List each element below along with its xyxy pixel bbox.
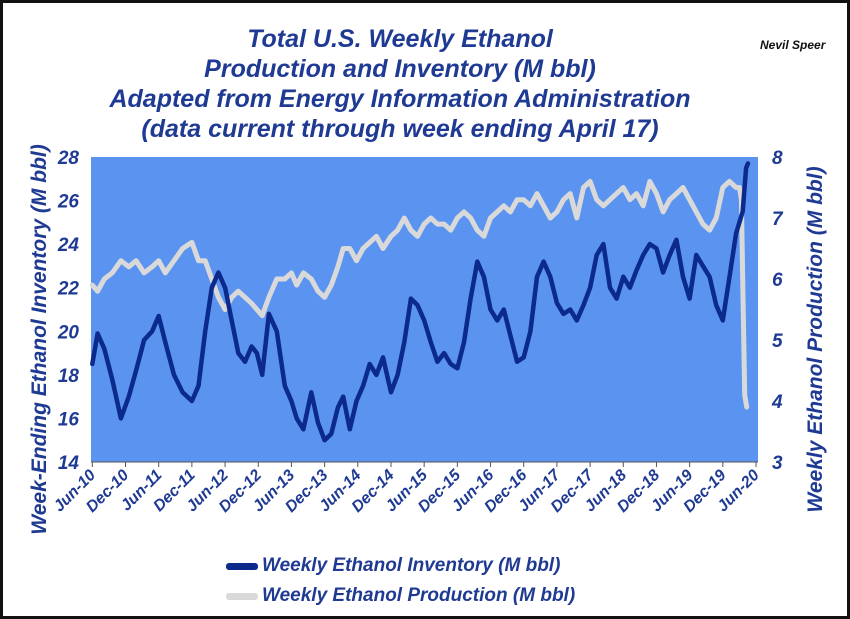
author-credit: Nevil Speer xyxy=(760,38,826,52)
title-line-1: Total U.S. Weekly Ethanol xyxy=(247,25,553,53)
series-line-production xyxy=(89,178,750,410)
chart-title: Total U.S. Weekly Ethanol Production and… xyxy=(30,24,770,144)
y-tick-label: 28 xyxy=(57,148,80,169)
y-tick-label: 24 xyxy=(57,235,80,256)
title-line-2: Production and Inventory (M bbl) xyxy=(204,55,596,83)
legend-item-production: Weekly Ethanol Production (M bbl) xyxy=(226,581,575,611)
series-layer xyxy=(89,161,751,443)
y-tick-label: 26 xyxy=(57,192,80,213)
legend-swatch-inventory xyxy=(226,562,258,570)
title-line-4: (data current through week ending April … xyxy=(141,115,659,143)
y-tick-label: 16 xyxy=(58,409,80,430)
y2-tick-label: 5 xyxy=(772,331,783,352)
y2-tick-label: 3 xyxy=(772,453,783,474)
right-axis-label: Weekly Ethanol Production (M bbl) xyxy=(804,166,827,512)
title-line-3: Adapted from Energy Information Administ… xyxy=(109,85,691,113)
y-tick-label: 22 xyxy=(57,279,80,300)
left-axis-label: Week-Ending Ethanol Inventory (M bbl) xyxy=(28,144,51,534)
legend-item-inventory: Weekly Ethanol Inventory (M bbl) xyxy=(226,551,575,581)
right-axis-ticks: 3 4 5 6 7 8 xyxy=(771,148,784,474)
left-axis-ticks: 14 16 18 20 22 24 26 28 xyxy=(57,148,80,474)
legend-label-production: Weekly Ethanol Production (M bbl) xyxy=(262,585,576,606)
y2-tick-label: 4 xyxy=(771,392,783,413)
legend-swatch-production xyxy=(226,592,258,600)
plot-area xyxy=(91,157,758,462)
legend: Weekly Ethanol Inventory (M bbl) Weekly … xyxy=(226,551,575,611)
y-tick-label: 14 xyxy=(58,453,80,474)
x-axis-ticks: Jun-10Dec-10Jun-11Dec-11Jun-12Dec-12Jun-… xyxy=(51,461,763,516)
y2-tick-label: 6 xyxy=(772,270,783,291)
legend-label-inventory: Weekly Ethanol Inventory (M bbl) xyxy=(262,555,561,576)
y-tick-label: 20 xyxy=(57,322,80,343)
y2-tick-label: 8 xyxy=(772,148,783,169)
y-tick-label: 18 xyxy=(58,366,80,387)
series-line-inventory xyxy=(90,161,751,443)
y2-tick-label: 7 xyxy=(772,209,784,230)
